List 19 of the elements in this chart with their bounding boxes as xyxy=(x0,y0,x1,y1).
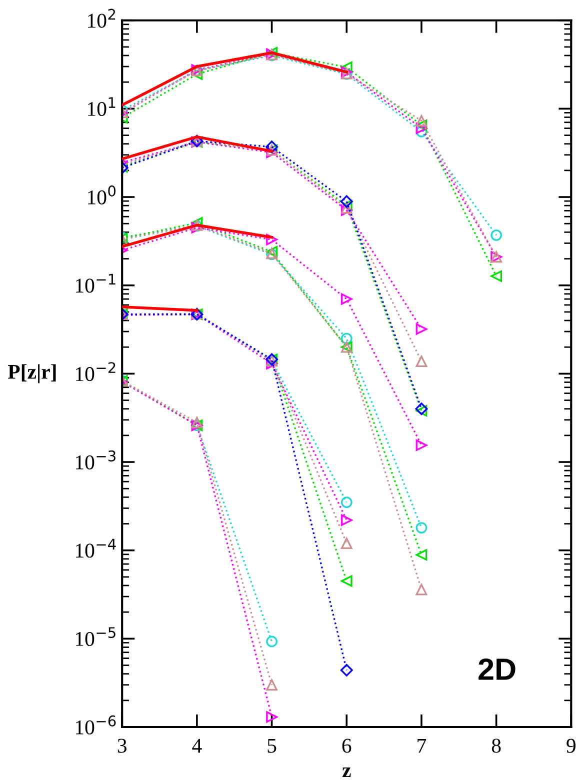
x-tick-label: 7 xyxy=(418,738,426,753)
x-tick-label: 9 xyxy=(566,738,576,753)
y-tick-label: 10$^{−1}$ xyxy=(76,274,116,293)
y-tick-label: 10$^{−6}$ xyxy=(76,715,116,734)
x-tick-label: 6 xyxy=(342,738,352,753)
x-axis-title: z xyxy=(342,767,351,778)
y-tick-label: 10$^{1}$ xyxy=(88,97,116,116)
annotation: 2D xyxy=(478,658,516,680)
x-tick-label: 8 xyxy=(492,738,501,753)
y-tick-label: 10$^{0}$ xyxy=(88,185,116,204)
x-tick-label: 4 xyxy=(192,738,202,753)
y-tick-label: 10$^{−2}$ xyxy=(76,362,116,382)
x-tick-label: 3 xyxy=(118,738,126,753)
y-axis-title: P[z|r] xyxy=(8,364,56,384)
x-tick-label: 5 xyxy=(268,738,276,753)
y-tick-label: 10$^{−5}$ xyxy=(76,627,116,646)
y-tick-label: 10$^{2}$ xyxy=(88,8,116,28)
y-tick-label: 10$^{−3}$ xyxy=(76,450,116,470)
y-tick-label: 10$^{−4}$ xyxy=(76,538,116,558)
